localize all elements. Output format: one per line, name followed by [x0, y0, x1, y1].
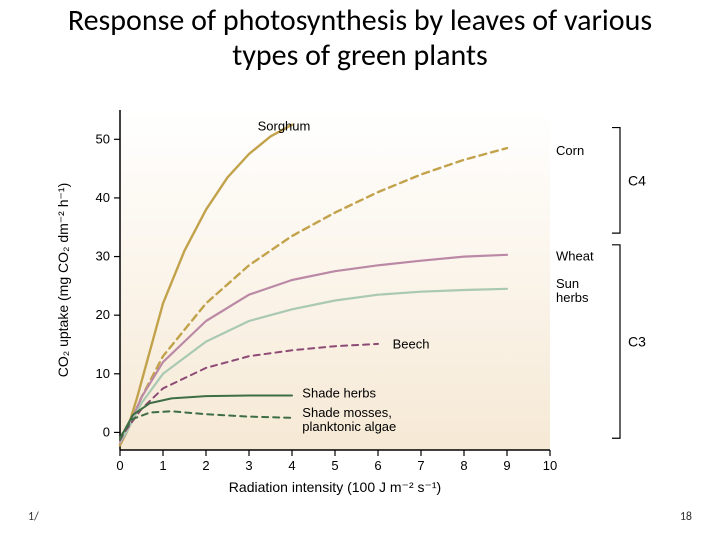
svg-text:herbs: herbs	[556, 290, 589, 305]
svg-text:10: 10	[96, 366, 110, 381]
svg-text:0: 0	[116, 458, 123, 473]
photosynthesis-chart: 0 1 2 3 4 5 6 7 8 9 10 0 10 20 30 40 50 Radiation intensi…	[50, 100, 670, 500]
svg-text:6: 6	[374, 458, 381, 473]
svg-text:4: 4	[288, 458, 295, 473]
svg-text:CO₂ uptake (mg CO₂ dm⁻² h⁻¹): CO₂ uptake (mg CO₂ dm⁻² h⁻¹)	[55, 183, 71, 377]
svg-text:Sorghum: Sorghum	[258, 119, 311, 134]
svg-text:Wheat: Wheat	[556, 249, 594, 264]
svg-text:Shade herbs: Shade herbs	[302, 385, 376, 400]
slide: Response of photosynthesis by leaves of …	[0, 0, 720, 540]
svg-text:C4: C4	[628, 172, 646, 188]
svg-text:50: 50	[96, 131, 110, 146]
chart-svg: 0 1 2 3 4 5 6 7 8 9 10 0 10 20 30 40 50 Radiation intensi…	[50, 100, 670, 500]
svg-text:1: 1	[159, 458, 166, 473]
svg-text:40: 40	[96, 190, 110, 205]
svg-text:Beech: Beech	[393, 336, 430, 351]
svg-text:8: 8	[460, 458, 467, 473]
svg-text:Shade mosses,: Shade mosses,	[302, 405, 392, 420]
svg-text:C3: C3	[628, 334, 646, 350]
svg-text:planktonic algae: planktonic algae	[302, 419, 396, 434]
svg-text:20: 20	[96, 307, 110, 322]
svg-text:Corn: Corn	[556, 143, 584, 158]
svg-text:9: 9	[503, 458, 510, 473]
svg-text:30: 30	[96, 249, 110, 264]
footer-left: 1/	[28, 510, 39, 524]
page-number: 18	[680, 510, 692, 524]
svg-text:Radiation intensity (100 J m⁻²: Radiation intensity (100 J m⁻² s⁻¹)	[229, 479, 441, 495]
svg-text:3: 3	[245, 458, 252, 473]
svg-text:7: 7	[417, 458, 424, 473]
svg-text:Sun: Sun	[556, 276, 579, 291]
svg-text:0: 0	[103, 424, 110, 439]
svg-text:2: 2	[202, 458, 209, 473]
svg-text:10: 10	[543, 458, 557, 473]
slide-title: Response of photosynthesis by leaves of …	[40, 4, 680, 73]
svg-text:5: 5	[331, 458, 338, 473]
